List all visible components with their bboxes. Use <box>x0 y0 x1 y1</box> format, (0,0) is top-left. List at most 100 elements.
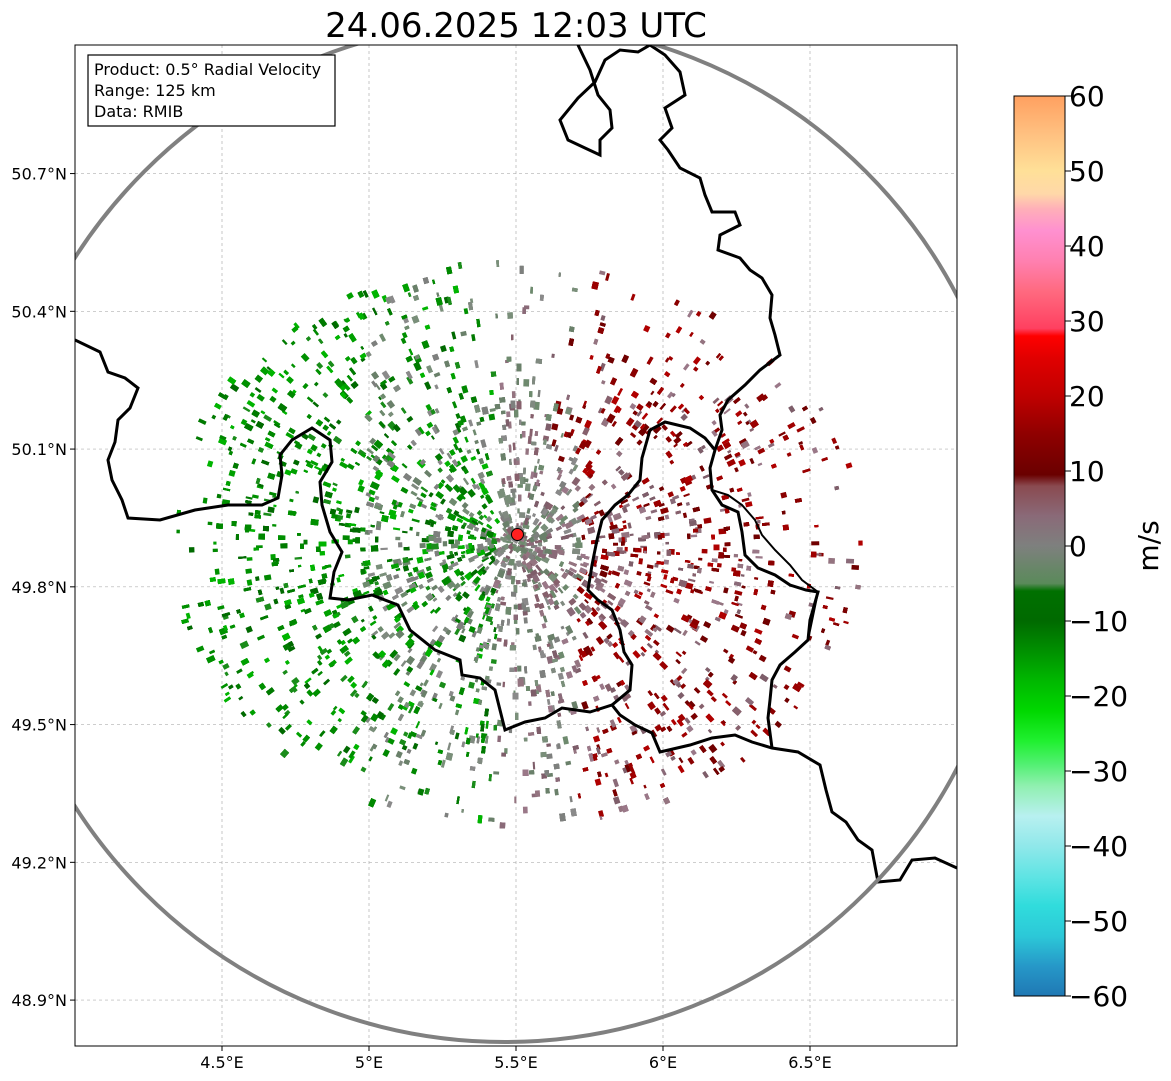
velocity-bin <box>433 606 442 614</box>
velocity-bin <box>554 545 562 550</box>
velocity-bin <box>369 620 377 627</box>
velocity-bin <box>400 337 407 345</box>
velocity-bin <box>402 565 410 572</box>
velocity-bin <box>675 658 681 665</box>
velocity-bin <box>629 432 637 439</box>
velocity-bin <box>295 731 303 738</box>
velocity-bin <box>281 703 289 711</box>
velocity-bin <box>620 498 629 505</box>
velocity-bin <box>623 569 630 576</box>
velocity-bin <box>228 469 236 477</box>
velocity-bin <box>680 413 688 422</box>
velocity-bin <box>594 778 602 786</box>
velocity-bin <box>390 727 398 736</box>
velocity-bin <box>369 437 377 445</box>
velocity-bin <box>300 608 306 613</box>
velocity-bin <box>345 509 353 514</box>
velocity-bin <box>447 742 452 751</box>
velocity-bin <box>255 545 263 549</box>
velocity-bin <box>677 764 685 774</box>
velocity-bin <box>560 600 566 607</box>
velocity-bin <box>495 589 499 594</box>
velocity-bin <box>471 630 478 638</box>
velocity-bin <box>604 772 609 778</box>
velocity-bin <box>725 700 732 707</box>
velocity-bin <box>539 470 544 475</box>
velocity-bin <box>634 548 642 553</box>
velocity-bin <box>466 449 472 455</box>
velocity-bin <box>720 432 727 439</box>
velocity-bin <box>255 576 260 582</box>
velocity-bin <box>464 571 472 579</box>
velocity-bin <box>462 522 468 527</box>
velocity-bin <box>213 541 217 545</box>
velocity-bin <box>624 546 628 552</box>
velocity-bin <box>754 628 763 635</box>
velocity-bin <box>400 601 408 608</box>
velocity-bin <box>316 361 324 370</box>
velocity-bin <box>643 784 647 789</box>
velocity-bin <box>526 507 531 514</box>
velocity-bin <box>560 432 564 438</box>
velocity-bin <box>474 439 479 445</box>
velocity-bin <box>614 406 622 414</box>
velocity-bin <box>188 547 195 553</box>
velocity-bin <box>382 748 390 758</box>
velocity-bin <box>631 424 639 431</box>
velocity-bin <box>401 463 408 469</box>
velocity-bin <box>646 642 653 649</box>
velocity-bin <box>491 643 498 651</box>
velocity-bin <box>466 524 474 531</box>
velocity-bin <box>434 453 443 462</box>
velocity-bin <box>434 407 440 414</box>
velocity-bin <box>622 524 627 530</box>
velocity-bin <box>501 752 507 757</box>
velocity-bin <box>673 443 678 448</box>
velocity-bin <box>490 658 497 664</box>
velocity-bin <box>677 692 685 700</box>
velocity-bin <box>316 452 322 458</box>
velocity-bin <box>386 800 393 808</box>
velocity-bin <box>595 606 601 612</box>
velocity-bin <box>434 741 439 746</box>
velocity-bin <box>616 716 622 724</box>
velocity-bin <box>294 556 303 560</box>
velocity-bin <box>475 647 480 652</box>
velocity-bin <box>611 420 617 427</box>
velocity-bin <box>647 701 656 711</box>
velocity-bin <box>539 569 545 575</box>
velocity-bin <box>456 517 464 524</box>
velocity-bin <box>624 702 630 710</box>
velocity-bin <box>426 421 434 429</box>
velocity-bin <box>242 406 251 413</box>
velocity-bin <box>533 465 538 473</box>
radar-map-panel[interactable] <box>0 22 1015 1047</box>
velocity-bin <box>455 413 461 420</box>
velocity-bin <box>575 542 583 549</box>
velocity-bin <box>559 666 566 673</box>
velocity-bin <box>524 483 531 492</box>
velocity-bin <box>505 540 514 544</box>
velocity-bin <box>470 455 477 462</box>
velocity-bin <box>712 397 720 405</box>
velocity-bin <box>454 732 460 740</box>
velocity-bin <box>707 728 713 734</box>
velocity-bin <box>375 520 382 528</box>
velocity-bin <box>617 602 624 608</box>
velocity-bin <box>513 618 518 624</box>
velocity-bin <box>638 591 644 596</box>
velocity-bin <box>612 778 619 788</box>
velocity-bin <box>452 436 460 445</box>
velocity-bin <box>312 496 320 504</box>
velocity-bin <box>424 381 432 390</box>
velocity-bin <box>176 529 180 534</box>
map-title: 24.06.2025 12:03 UTC <box>325 6 707 46</box>
velocity-bin <box>698 557 703 561</box>
velocity-bin <box>406 415 414 423</box>
velocity-bin <box>716 563 722 568</box>
velocity-bin <box>546 655 554 665</box>
velocity-bin <box>703 517 712 524</box>
velocity-bin <box>360 618 365 623</box>
velocity-bin <box>667 391 674 399</box>
